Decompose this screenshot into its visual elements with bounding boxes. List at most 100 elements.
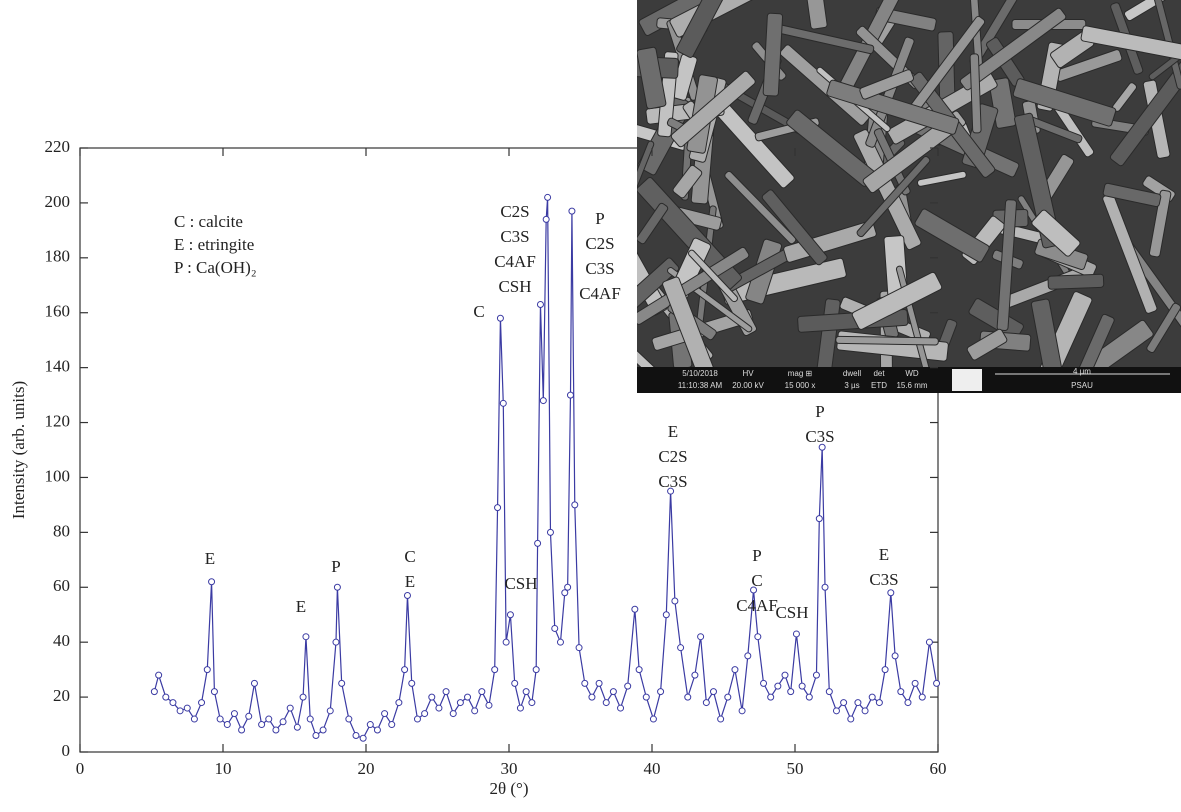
sem-date: 5/10/2018: [682, 369, 718, 378]
data-point: [485, 701, 493, 709]
y-tick-label: 200: [45, 192, 71, 211]
data-point: [516, 704, 524, 712]
legend-text: E : etringite: [174, 235, 254, 254]
data-point: [413, 715, 421, 723]
data-point: [162, 693, 170, 701]
data-point: [250, 679, 258, 687]
peak-annotation: C2S: [500, 202, 529, 221]
data-point: [435, 704, 443, 712]
sem-field-value: 3 µs: [844, 381, 859, 390]
sem-field-value: 15.6 mm: [896, 381, 927, 390]
data-point: [691, 671, 699, 679]
sem-crystal: [1146, 302, 1181, 354]
data-point: [662, 611, 670, 619]
data-point: [897, 688, 905, 696]
data-point: [272, 726, 280, 734]
peak-annotation: CSH: [775, 603, 808, 622]
data-point: [854, 699, 862, 707]
data-point: [502, 638, 510, 646]
data-point: [302, 633, 310, 641]
peak-annotation: C4AF: [494, 252, 536, 271]
y-tick-label: 120: [45, 411, 71, 430]
data-point: [449, 710, 457, 718]
data-point: [805, 693, 813, 701]
data-point: [738, 707, 746, 715]
sem-crystal: [914, 208, 990, 263]
data-point: [575, 644, 583, 652]
sem-crystal: [637, 46, 667, 110]
peak-annotation: P: [595, 209, 604, 228]
data-point: [891, 652, 899, 660]
data-point: [787, 688, 795, 696]
data-point: [293, 723, 301, 731]
peak-annotation: E: [879, 545, 889, 564]
y-axis-label: Intensity (arb. units): [9, 381, 28, 519]
sem-crystal: [851, 271, 943, 330]
sem-crystal: [724, 170, 797, 245]
sem-crystal: [862, 110, 967, 194]
y-tick-label: 100: [45, 466, 71, 485]
sem-field-label: dwell: [843, 369, 861, 378]
data-point: [230, 710, 238, 718]
data-point: [528, 699, 536, 707]
data-point: [471, 707, 479, 715]
data-point: [571, 501, 579, 509]
data-point: [403, 592, 411, 600]
sem-image: 5/10/2018 11:10:38 AM HV 20.00 kV mag ⊞ 15 00…: [637, 0, 1181, 393]
peak-annotation: C3S: [585, 259, 614, 278]
x-axis-label: 2θ (°): [489, 779, 528, 798]
data-point: [306, 715, 314, 723]
data-point: [203, 666, 211, 674]
data-point: [388, 721, 396, 729]
sem-crystal: [637, 140, 655, 217]
peak-annotation: E: [668, 422, 678, 441]
data-point: [868, 693, 876, 701]
sem-crystal: [637, 246, 750, 325]
data-point: [631, 605, 639, 613]
data-point: [238, 726, 246, 734]
data-point: [602, 699, 610, 707]
sem-crystal: [662, 276, 724, 367]
data-point: [506, 611, 514, 619]
data-point: [442, 688, 450, 696]
data-point: [933, 679, 941, 687]
data-point: [546, 528, 554, 536]
sem-crystal: [859, 69, 915, 100]
sem-crystal: [1030, 298, 1064, 367]
sem-crystal: [856, 155, 931, 238]
sem-crystal: [826, 79, 960, 135]
sem-crystal: [1085, 319, 1154, 367]
y-tick-label: 20: [53, 686, 70, 705]
data-point: [568, 207, 576, 215]
x-tick-label: 10: [215, 759, 232, 778]
sem-crystal: [1073, 313, 1115, 367]
data-point: [395, 699, 403, 707]
sem-crystal: [1109, 56, 1181, 167]
x-tick-label: 0: [76, 759, 85, 778]
peak-annotation: C3S: [869, 570, 898, 589]
y-tick-label: 160: [45, 302, 71, 321]
data-point: [840, 699, 848, 707]
sem-crystal: [1148, 189, 1172, 258]
data-point: [815, 515, 823, 523]
sem-crystal: [853, 129, 922, 251]
data-point: [150, 688, 158, 696]
peak-annotation: C4AF: [579, 284, 621, 303]
data-point: [408, 679, 416, 687]
data-point: [155, 671, 163, 679]
data-point: [544, 193, 552, 201]
data-point: [258, 721, 266, 729]
sem-field-label: mag ⊞: [788, 369, 813, 378]
data-point: [677, 644, 685, 652]
x-tick-label: 20: [358, 759, 375, 778]
data-point: [717, 715, 725, 723]
data-point: [774, 682, 782, 690]
sem-crystal: [637, 257, 680, 320]
sem-crystal: [637, 202, 669, 245]
data-point: [198, 699, 206, 707]
data-point: [319, 726, 327, 734]
sem-crystal: [1047, 273, 1105, 290]
data-point: [671, 597, 679, 605]
sem-crystal: [966, 328, 1008, 361]
